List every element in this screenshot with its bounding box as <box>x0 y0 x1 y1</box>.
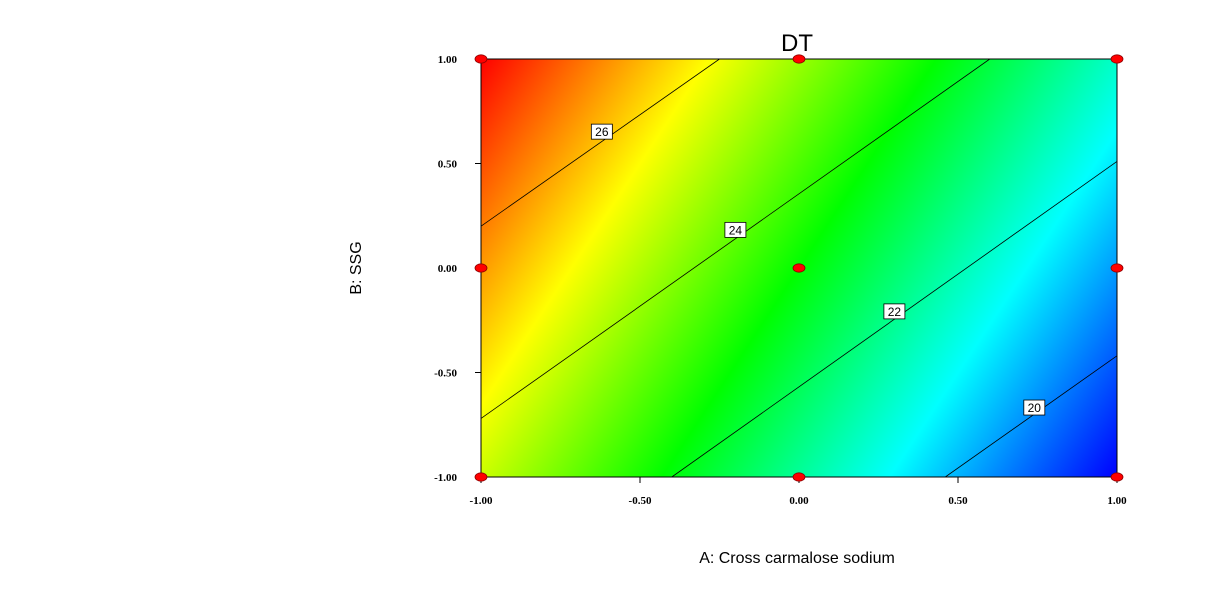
x-axis-title: A: Cross carmalose sodium <box>699 550 895 567</box>
design-point <box>1110 263 1124 273</box>
x-axis: -1.00 -0.50 0.00 0.50 1.00 <box>470 477 1127 507</box>
contour-label-box <box>883 303 906 320</box>
y-axis: -1.00 -0.50 0.00 0.50 1.00 <box>434 54 481 484</box>
contour-label: 24 <box>729 223 743 237</box>
y-tick-label: -0.50 <box>434 368 457 380</box>
x-tick-label: 0.50 <box>948 495 968 507</box>
design-point <box>474 472 488 482</box>
contour-line-20 <box>945 355 1117 477</box>
design-point <box>792 472 806 482</box>
x-tick-label: -0.50 <box>629 495 652 507</box>
y-axis-title: B: SSG <box>348 241 365 294</box>
contour-label-box <box>1023 399 1046 416</box>
contour-line-26 <box>481 59 720 227</box>
x-tick-label: -1.00 <box>470 495 493 507</box>
design-point <box>792 54 806 64</box>
contour-label: 20 <box>1028 401 1042 415</box>
x-tick-label: 0.00 <box>789 495 809 507</box>
design-point <box>792 263 806 273</box>
contour-line-24 <box>481 59 991 419</box>
chart-title: DT <box>781 30 813 57</box>
y-tick-label: 1.00 <box>438 54 458 66</box>
design-point <box>1110 54 1124 64</box>
y-tick-label: 0.00 <box>438 263 458 275</box>
contour-label: 22 <box>888 305 902 319</box>
contour-label: 26 <box>595 125 609 139</box>
contour-labels: 26 24 22 20 <box>590 123 1046 416</box>
design-point <box>474 263 488 273</box>
contour-label-box <box>724 221 747 238</box>
design-point <box>474 54 488 64</box>
y-tick-label: -1.00 <box>434 472 457 484</box>
x-tick-label: 1.00 <box>1107 495 1127 507</box>
y-tick-label: 0.50 <box>438 159 458 171</box>
contour-label-box <box>590 123 613 140</box>
design-point <box>1110 472 1124 482</box>
design-points <box>474 54 1124 482</box>
